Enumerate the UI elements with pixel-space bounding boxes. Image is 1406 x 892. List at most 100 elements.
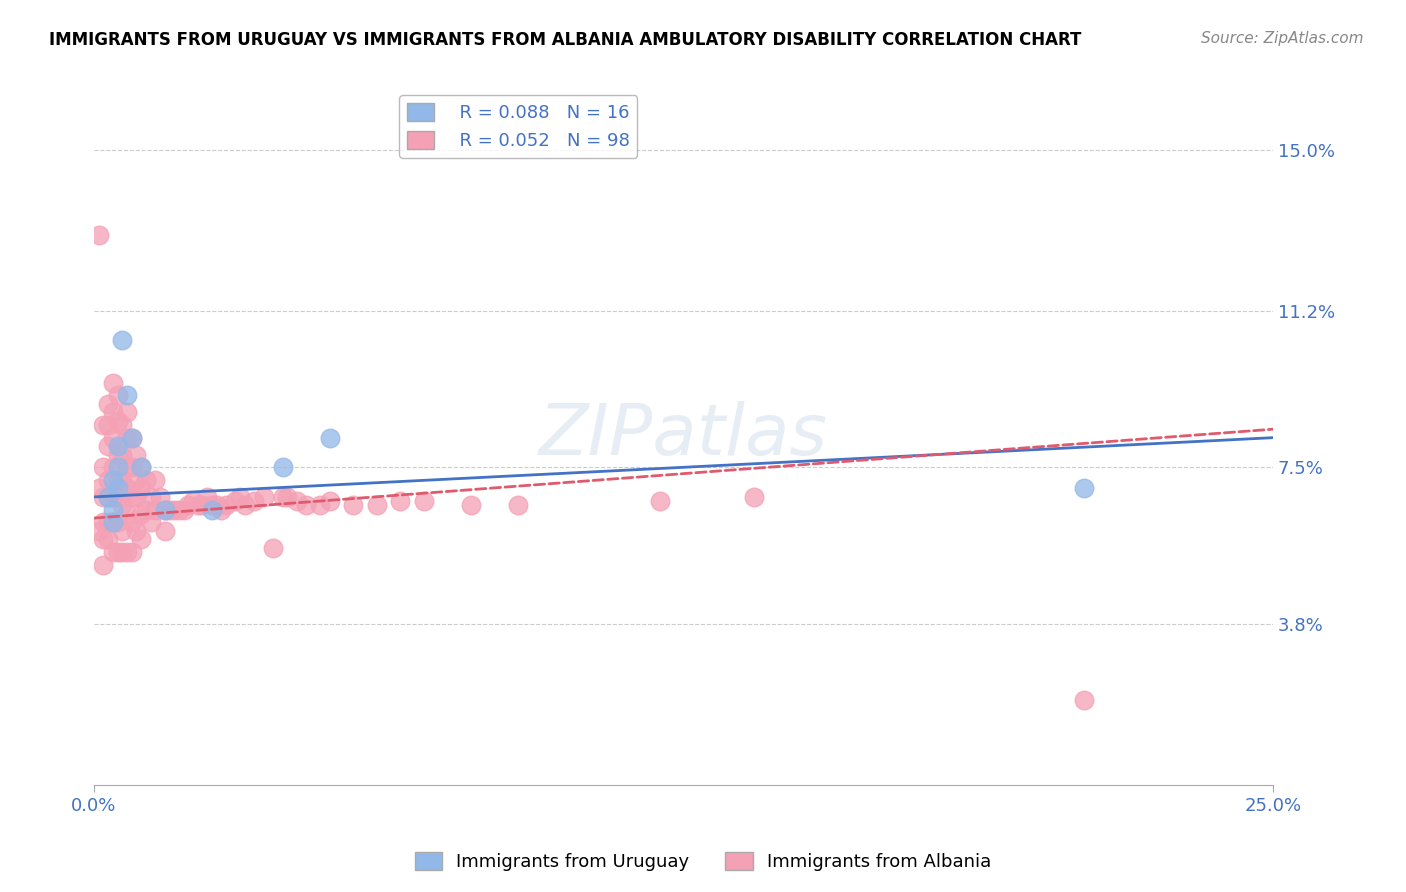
Point <box>233 499 256 513</box>
Point <box>115 405 138 419</box>
Point <box>229 490 252 504</box>
Point <box>121 545 143 559</box>
Point <box>101 516 124 530</box>
Point <box>115 460 138 475</box>
Text: Source: ZipAtlas.com: Source: ZipAtlas.com <box>1201 31 1364 46</box>
Point <box>107 473 129 487</box>
Point <box>262 541 284 555</box>
Point <box>1073 482 1095 496</box>
Point <box>173 502 195 516</box>
Point <box>309 499 332 513</box>
Point <box>111 499 134 513</box>
Point <box>460 499 482 513</box>
Point <box>111 524 134 538</box>
Point <box>107 388 129 402</box>
Point <box>201 499 224 513</box>
Point <box>139 490 162 504</box>
Point <box>101 545 124 559</box>
Point <box>139 516 162 530</box>
Point <box>129 460 152 475</box>
Point <box>115 388 138 402</box>
Point <box>93 417 115 432</box>
Point <box>187 499 209 513</box>
Point <box>181 494 204 508</box>
Point <box>111 545 134 559</box>
Point <box>93 558 115 572</box>
Point <box>195 490 218 504</box>
Legend: Immigrants from Uruguay, Immigrants from Albania: Immigrants from Uruguay, Immigrants from… <box>408 845 998 879</box>
Point <box>97 533 120 547</box>
Point <box>129 482 152 496</box>
Point <box>205 499 228 513</box>
Point <box>153 524 176 538</box>
Point <box>111 448 134 462</box>
Point <box>295 499 318 513</box>
Point <box>121 460 143 475</box>
Point <box>111 417 134 432</box>
Point <box>115 507 138 521</box>
Point <box>97 417 120 432</box>
Point <box>121 516 143 530</box>
Point <box>87 524 110 538</box>
Point <box>129 507 152 521</box>
Point <box>107 448 129 462</box>
Point <box>107 439 129 453</box>
Point <box>125 524 148 538</box>
Point <box>157 502 180 516</box>
Point <box>342 499 364 513</box>
Point <box>101 376 124 390</box>
Point <box>149 490 172 504</box>
Point <box>111 473 134 487</box>
Point <box>93 490 115 504</box>
Point <box>101 473 124 487</box>
Text: IMMIGRANTS FROM URUGUAY VS IMMIGRANTS FROM ALBANIA AMBULATORY DISABILITY CORRELA: IMMIGRANTS FROM URUGUAY VS IMMIGRANTS FR… <box>49 31 1081 49</box>
Point <box>93 460 115 475</box>
Point <box>93 533 115 547</box>
Point <box>97 490 120 504</box>
Point <box>215 499 238 513</box>
Point <box>209 502 232 516</box>
Point <box>97 516 120 530</box>
Point <box>135 502 157 516</box>
Point <box>87 227 110 242</box>
Point <box>318 494 340 508</box>
Point <box>107 545 129 559</box>
Point <box>97 490 120 504</box>
Point <box>508 499 530 513</box>
Point <box>101 405 124 419</box>
Point <box>101 431 124 445</box>
Point <box>107 414 129 428</box>
Point <box>285 494 308 508</box>
Point <box>121 490 143 504</box>
Point <box>129 460 152 475</box>
Point <box>253 490 276 504</box>
Point <box>167 502 190 516</box>
Point <box>163 502 186 516</box>
Point <box>389 494 412 508</box>
Point <box>101 502 124 516</box>
Point <box>97 439 120 453</box>
Point <box>125 448 148 462</box>
Legend:   R = 0.088   N = 16,   R = 0.052   N = 98: R = 0.088 N = 16, R = 0.052 N = 98 <box>399 95 637 158</box>
Point <box>121 431 143 445</box>
Point <box>201 502 224 516</box>
Point <box>224 494 246 508</box>
Point <box>153 502 176 516</box>
Point <box>143 473 166 487</box>
Point <box>101 460 124 475</box>
Point <box>93 516 115 530</box>
Point <box>115 545 138 559</box>
Point <box>135 473 157 487</box>
Point <box>191 499 214 513</box>
Point <box>742 490 765 504</box>
Point <box>271 490 294 504</box>
Point <box>366 499 388 513</box>
Point <box>111 334 134 348</box>
Point <box>115 431 138 445</box>
Point <box>125 490 148 504</box>
Point <box>87 482 110 496</box>
Point <box>107 490 129 504</box>
Point <box>243 494 266 508</box>
Point <box>143 502 166 516</box>
Point <box>125 473 148 487</box>
